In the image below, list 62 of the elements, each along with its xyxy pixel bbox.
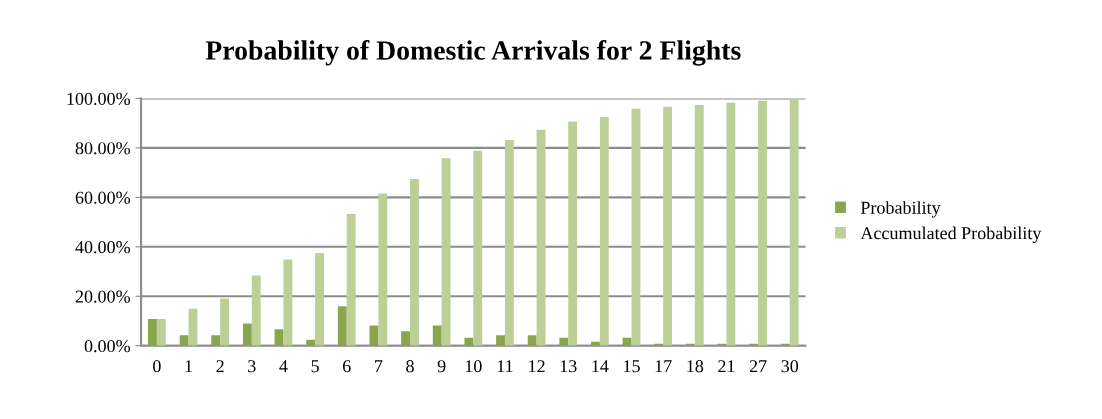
x-tick-label: 4 — [279, 360, 288, 373]
bar — [156, 318, 166, 346]
x-tick-label: 9 — [437, 360, 446, 373]
x-tick-label: 12 — [529, 360, 545, 373]
bar — [410, 179, 419, 346]
bar — [315, 252, 324, 346]
bar — [758, 100, 767, 346]
bar — [789, 98, 799, 346]
bar — [242, 323, 252, 346]
y-tick-label: 40.00% — [75, 241, 131, 254]
bar — [464, 337, 474, 346]
x-tick-label: 17 — [655, 360, 672, 373]
bar — [211, 335, 221, 346]
x-tick-label: 10 — [465, 360, 482, 373]
y-tick-label: 100.00% — [67, 92, 131, 105]
x-tick-label: 21 — [718, 360, 735, 373]
x-tick-label: 3 — [248, 360, 256, 373]
bar — [441, 158, 451, 346]
bar — [599, 117, 609, 346]
x-tick-label: 0 — [153, 360, 161, 373]
x-tick-label: 14 — [592, 360, 609, 373]
bar — [536, 129, 546, 346]
bar — [283, 259, 293, 346]
bar — [378, 193, 388, 346]
x-tick-label: 15 — [624, 360, 640, 373]
bar — [694, 104, 704, 346]
bar — [568, 121, 578, 346]
bar — [337, 306, 347, 346]
bar — [663, 106, 673, 346]
x-tick-label: 7 — [375, 360, 383, 373]
x-tick-label: 2 — [216, 360, 224, 373]
bar — [401, 331, 411, 346]
bar — [432, 325, 442, 346]
bar — [179, 335, 189, 346]
bar — [527, 335, 537, 346]
chart-title: Probability of Domestic Arrivals for 2 Flights — [205, 40, 741, 66]
bar — [631, 108, 641, 346]
y-tick-label: 60.00% — [75, 191, 131, 204]
bar — [346, 213, 356, 346]
y-tick-label: 0.00% — [84, 339, 131, 353]
x-tick-label: 6 — [343, 360, 351, 373]
bar — [220, 298, 230, 346]
bar — [726, 102, 736, 346]
y-tick-label: 20.00% — [75, 290, 131, 303]
y-tick-label: 80.00% — [75, 142, 131, 155]
bar — [473, 150, 483, 346]
bar — [496, 335, 505, 346]
x-tick-label: 8 — [406, 360, 414, 373]
x-tick-label: 1 — [185, 360, 192, 373]
x-tick-label: 18 — [687, 360, 704, 373]
x-tick-label: 13 — [560, 360, 577, 373]
legend-label: Probability — [860, 201, 941, 218]
x-tick-label: 30 — [781, 360, 799, 373]
x-tick-label: 27 — [749, 360, 767, 373]
x-tick-label: 11 — [497, 360, 513, 373]
bar — [504, 140, 514, 346]
bar — [559, 337, 569, 346]
x-tick-label: 5 — [311, 360, 319, 373]
bar — [251, 275, 261, 346]
bar — [148, 318, 157, 346]
bar — [622, 337, 632, 346]
legend-label: Accumulated Probability — [860, 226, 1042, 244]
